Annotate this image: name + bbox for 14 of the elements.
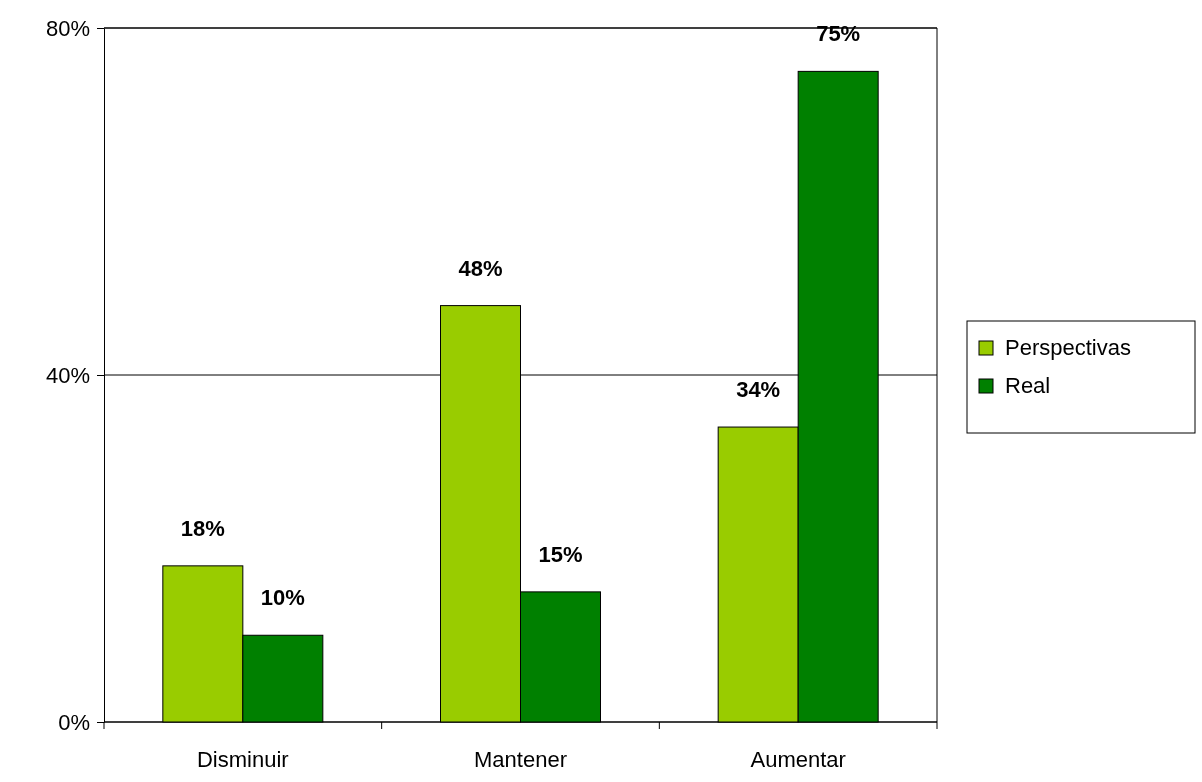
legend-label: Real xyxy=(1005,373,1051,398)
data-label: 48% xyxy=(458,255,503,281)
y-tick-label: 0% xyxy=(58,709,90,735)
data-label: 10% xyxy=(260,585,305,611)
x-tick-label: Mantener xyxy=(474,747,567,772)
data-label: 75% xyxy=(816,21,861,47)
y-tick-label: 40% xyxy=(45,362,90,388)
y-tick-label: 80% xyxy=(45,15,90,41)
data-label: 18% xyxy=(180,515,225,541)
legend-label: Perspectivas xyxy=(1005,335,1131,360)
x-tick-label: Disminuir xyxy=(196,747,289,772)
data-label: 15% xyxy=(538,541,583,567)
x-tick-label: Aumentar xyxy=(750,747,846,772)
data-label: 34% xyxy=(736,377,781,403)
